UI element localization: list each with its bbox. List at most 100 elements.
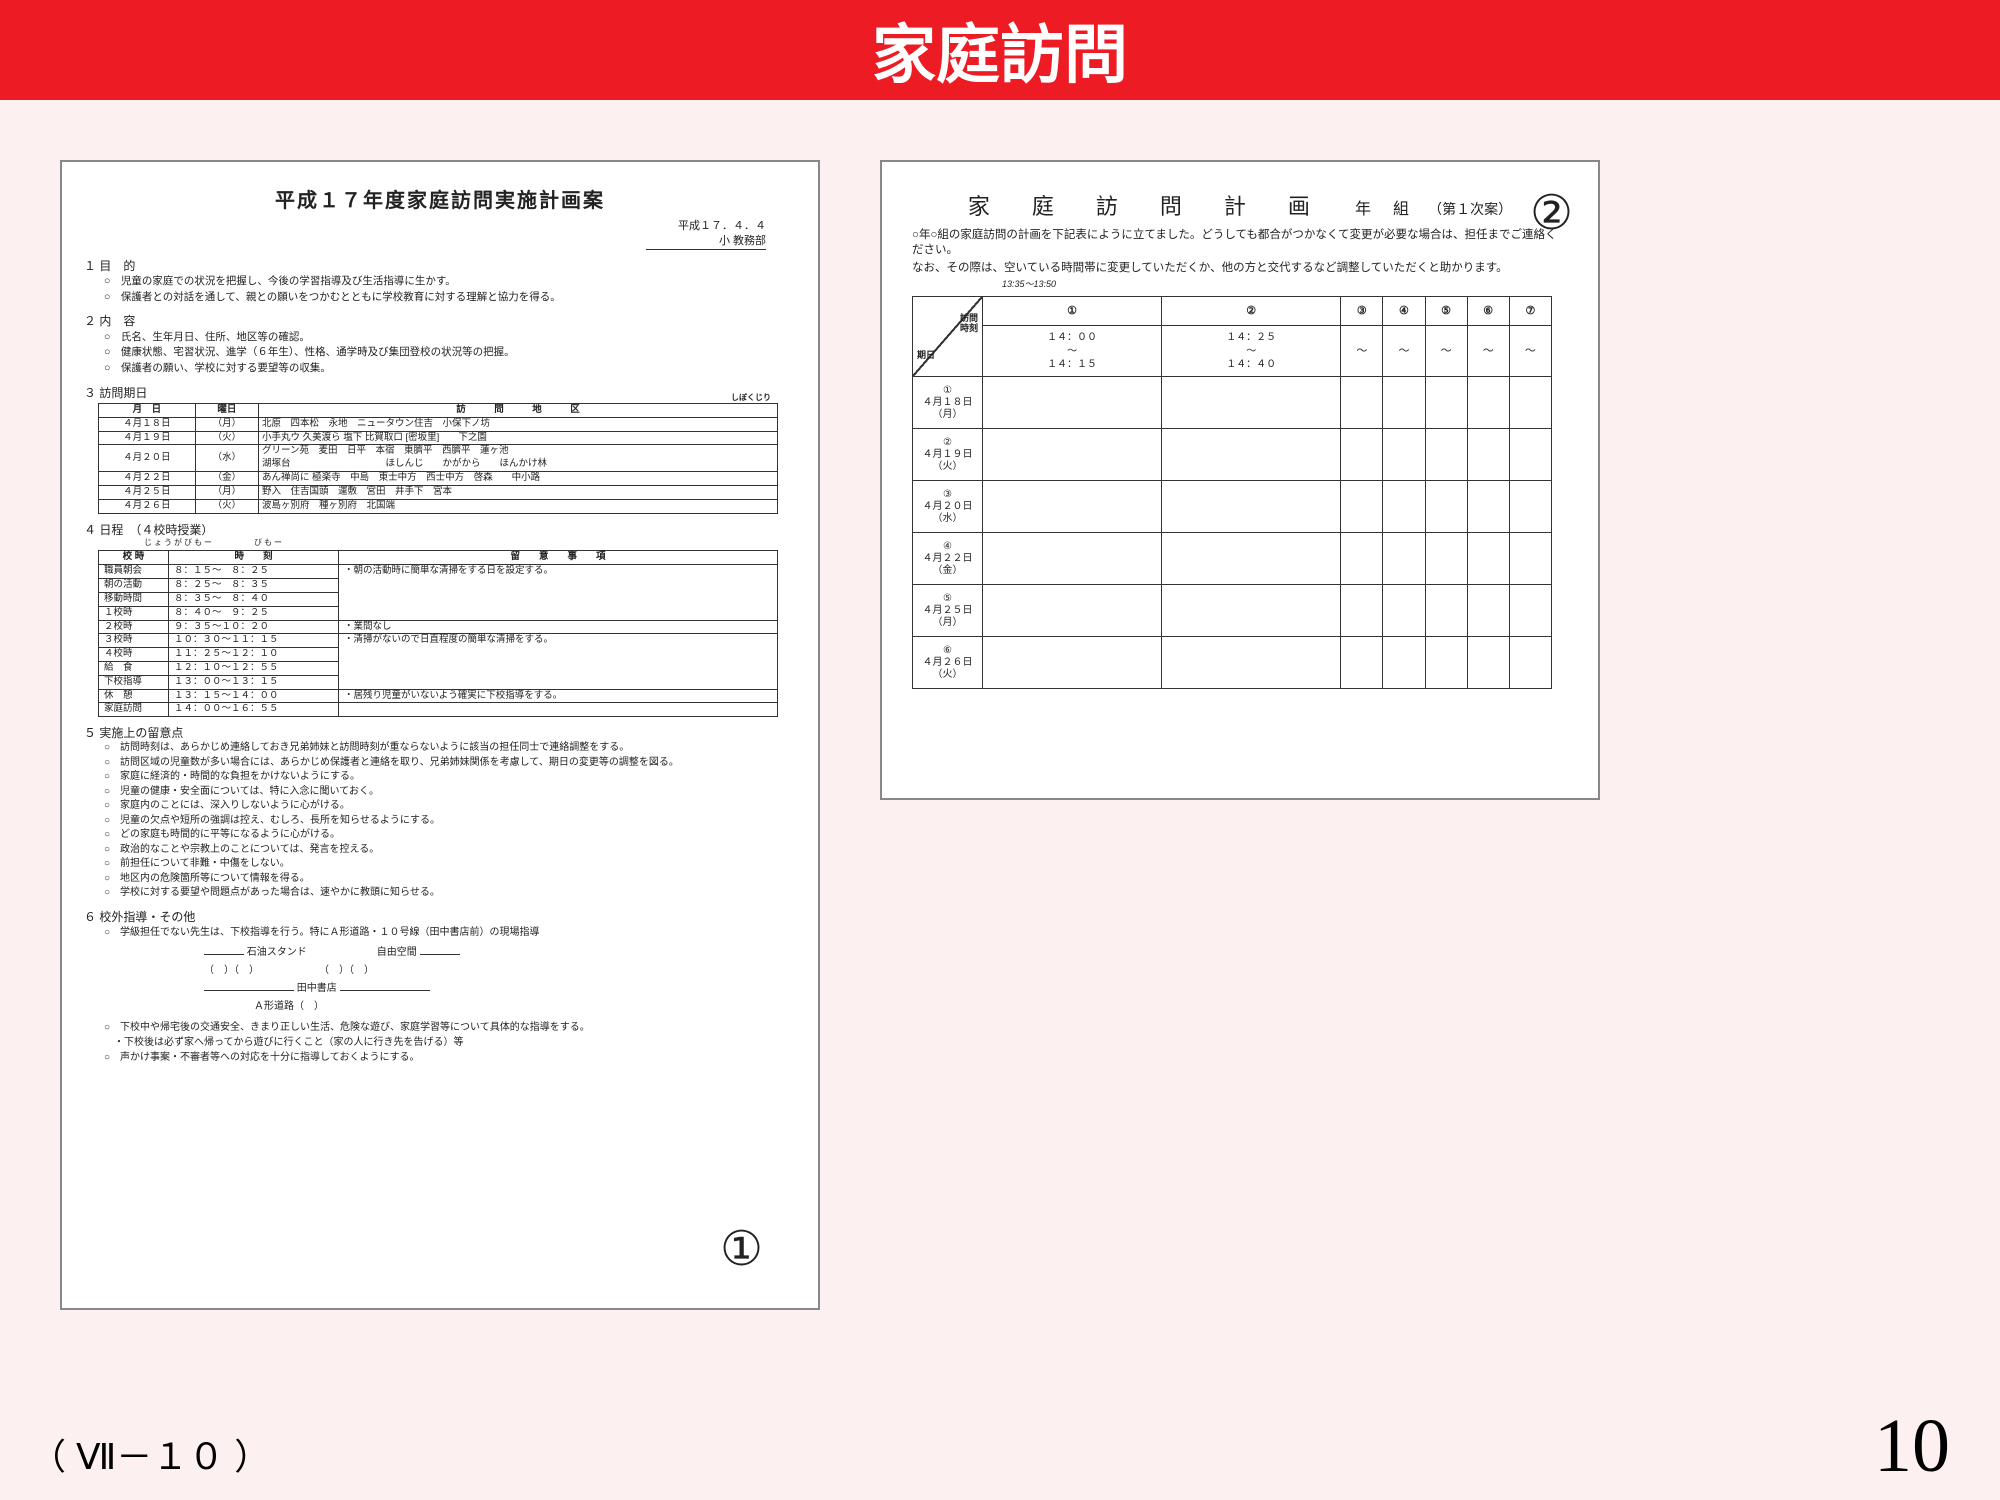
empty-cell [1467,377,1509,429]
cell: 朝の活動 [99,579,169,593]
header-bar: 家庭訪問 [0,0,2000,100]
s5-item: ○ 家庭に経済的・時間的な負担をかけないようにする。 [104,770,796,785]
cell: ３校時 [99,634,169,648]
cell: ８：２５～ ８：３５ [169,579,339,593]
th: 留 意 事 項 [339,551,778,565]
empty-cell [1383,481,1425,533]
col-head: ① [983,297,1162,326]
empty-cell [1341,429,1383,481]
s2-item: ○ 健康状態、宅習状況、進学（６年生）、性格、通学時及び集団登校の状況等の把握。 [104,345,796,361]
circle-2: ② [1530,182,1573,247]
s5-item: ○ 訪問区域の児童数が多い場合には、あらかじめ保護者と連絡を取り、兄弟姉妹関係を… [104,756,796,771]
cell: 移動時間 [99,592,169,606]
s4-ruby: じょうがびもー びもー [84,538,796,549]
s2-head: ２ 内 容 [84,313,796,329]
cell: ８：３５～ ８：４０ [169,592,339,606]
col-head: ⑤ [1425,297,1467,326]
cell: 休 憩 [99,689,169,703]
th: 校 時 [99,551,169,565]
doc2-title: 家 庭 訪 問 計 画 年 組 （第１次案） [912,192,1568,222]
empty-cell [1509,533,1551,585]
cell: 家庭訪問 [99,703,169,717]
cell: ４月２６日 [99,499,196,513]
col-head: ② [1162,297,1341,326]
empty-cell [1467,585,1509,637]
empty-cell [1467,481,1509,533]
cell: １１：２５～１２：１０ [169,648,339,662]
empty-cell [1425,533,1467,585]
empty-cell [1509,377,1551,429]
s6-item: ・下校後は必ず家へ帰ってから遊びに行くこと（家の人に行き先を告げる）等 [104,1035,796,1050]
s1-body: ○ 児童の家庭での状況を把握し、今後の学習指導及び生活指導に生かす。 ○ 保護者… [84,274,796,306]
cell: １０：３０～１１：１５ [169,634,339,648]
s6-body: ○ 学級担任でない先生は、下校指導を行う。特にＡ形道路・１０号線（田中書店前）の… [84,925,796,1065]
col-head: ③ [1341,297,1383,326]
row-head: ② ４月１９日 （火） [913,429,983,481]
cell: １２：１０～１２：５５ [169,661,339,675]
empty-cell [1467,637,1509,689]
cell: 波島ヶ別府 種ヶ別府 北国端 [258,499,777,513]
empty-cell [1162,429,1341,481]
time-cell: ～ [1509,326,1551,377]
empty-cell [1383,533,1425,585]
cell: （月） [195,417,258,431]
doc2-handwritten: 13:35～13:50 [1002,278,1568,290]
th: 曜日 [195,404,258,418]
cell: ４校時 [99,648,169,662]
cell: １４：００～１６：５５ [169,703,339,717]
doc1-date: 平成１７．４．４ [84,219,766,234]
map-diagram: 石油スタンド 自由空間 （ ）（ ） （ ）（ ） 田中書店 Ａ形道路（ ） [204,944,796,1016]
cell: １３：００～１３：１５ [169,675,339,689]
cell: ・朝の活動時に簡単な清掃をする日を設定する。 [339,565,778,620]
cell: グリーン苑 麦田 日平 本宿 東臍平 西臍平 蓮ヶ池湖塚台 ほしんじ かがから … [258,445,777,472]
empty-cell [1467,429,1509,481]
empty-cell [983,481,1162,533]
cell: （金） [195,472,258,486]
time-cell: ～ [1383,326,1425,377]
s6-head: ６ 校外指導・その他 [84,909,796,925]
col-head: ⑦ [1509,297,1551,326]
s3-head: ３ 訪問期日 [84,385,796,401]
empty-cell [1509,481,1551,533]
empty-cell [1162,637,1341,689]
empty-cell [983,585,1162,637]
empty-cell [1425,429,1467,481]
empty-cell [1341,481,1383,533]
cell: ４月２５日 [99,485,196,499]
cell: ４月２０日 [99,445,196,472]
empty-cell [1162,585,1341,637]
th: 月 日 [99,404,196,418]
s6-item: ○ 学級担任でない先生は、下校指導を行う。特にＡ形道路・１０号線（田中書店前）の… [104,925,796,940]
cell: １校時 [99,606,169,620]
empty-cell [1425,585,1467,637]
empty-cell [1383,377,1425,429]
cell: 野入 住吉国頭 運敷 宮田 井手下 宮本 [258,485,777,499]
empty-cell [1162,533,1341,585]
document-2: ② 家 庭 訪 問 計 画 年 組 （第１次案） ○年○組の家庭訪問の計画を下記… [880,160,1600,800]
empty-cell [983,429,1162,481]
s5-body: ○ 訪問時刻は、あらかじめ連絡しておき兄弟姉妹と訪問時刻が重ならないように該当の… [84,741,796,901]
empty-cell [1341,585,1383,637]
time-cell: ～ [1341,326,1383,377]
cell: （月） [195,485,258,499]
cell: １３：１５～１４：００ [169,689,339,703]
cell: ９：３５～１０：２０ [169,620,339,634]
s5-item: ○ どの家庭も時間的に平等になるように心がける。 [104,828,796,843]
s5-item: ○ 前担任について非難・中傷をしない。 [104,857,796,872]
row-head: ⑤ ４月２５日 （月） [913,585,983,637]
s5-item: ○ 家庭内のことには、深入りしないように心がける。 [104,799,796,814]
time-cell: ～ [1425,326,1467,377]
row-head: ③ ４月２０日 （水） [913,481,983,533]
cell: ４月２２日 [99,472,196,486]
page-title: 家庭訪問 [872,4,1128,96]
document-1: 平成１７年度家庭訪問実施計画案 平成１７．４．４ 小 教務部 １ 目 的 ○ 児… [60,160,820,1310]
empty-cell [1162,481,1341,533]
th: 時 刻 [169,551,339,565]
cell: ４月１８日 [99,417,196,431]
empty-cell [983,377,1162,429]
empty-cell [1425,481,1467,533]
row-head: ① ４月１８日 （月） [913,377,983,429]
cell: 下校指導 [99,675,169,689]
cell: ・居残り児童がいないよう確実に下校指導をする。 [339,689,778,703]
corner-cell: 訪問 時刻 期日 [913,297,983,377]
